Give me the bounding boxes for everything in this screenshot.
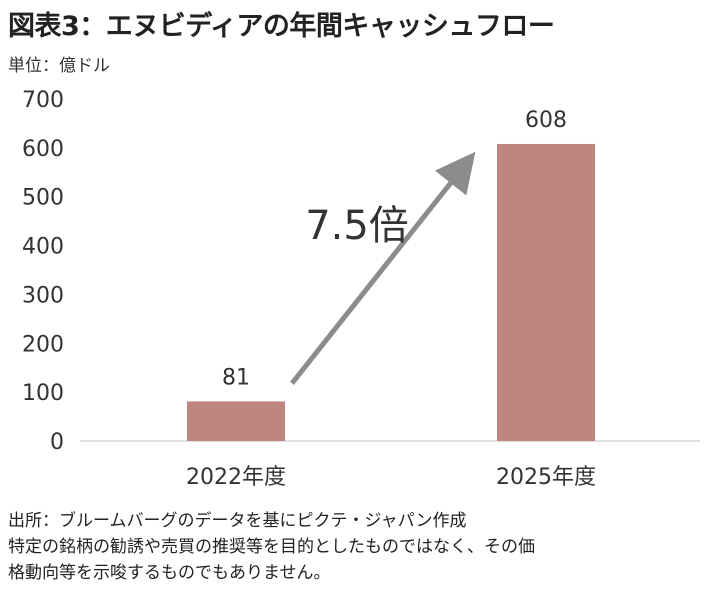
x-axis: 2022年度 2025年度 xyxy=(186,465,596,490)
x-tick-label: 2022年度 xyxy=(186,465,286,490)
y-tick-label: 700 xyxy=(22,88,64,113)
y-tick-label: 500 xyxy=(22,186,64,211)
growth-annotation: 7.5倍 xyxy=(305,203,409,249)
bar-value-label: 81 xyxy=(222,365,250,390)
y-tick-label: 0 xyxy=(50,430,64,455)
disclaimer-line-1: 特定の銘柄の勧誘や売買の推奨等を目的としたものではなく、その価 xyxy=(8,537,535,557)
unit-label: 単位：億ドル xyxy=(8,56,110,76)
y-tick-label: 600 xyxy=(22,137,64,162)
source-note: 出所：ブルームバーグのデータを基にピクテ・ジャパン作成 xyxy=(8,511,467,531)
disclaimer-line-2: 格動向等を示唆するものでもありません。 xyxy=(8,563,331,583)
bar-chart: 0 100 200 300 400 500 600 700 81 608 2022年度 2025年… xyxy=(22,88,700,490)
chart-title: 図表3：エヌビディアの年間キャッシュフロー xyxy=(8,11,555,42)
y-tick-label: 300 xyxy=(22,283,64,308)
growth-arrow xyxy=(290,151,476,385)
footer-notes: 出所：ブルームバーグのデータを基にピクテ・ジャパン作成 特定の銘柄の勧誘や売買の… xyxy=(8,508,535,586)
y-axis: 0 100 200 300 400 500 600 700 xyxy=(22,88,64,455)
y-tick-label: 200 xyxy=(22,332,64,357)
bar-value-label: 608 xyxy=(525,108,567,133)
y-tick-label: 100 xyxy=(22,381,64,406)
bars: 81 608 xyxy=(187,108,595,441)
bar xyxy=(187,401,285,441)
x-tick-label: 2025年度 xyxy=(496,465,596,490)
bar xyxy=(497,143,595,441)
y-tick-label: 400 xyxy=(22,235,64,260)
